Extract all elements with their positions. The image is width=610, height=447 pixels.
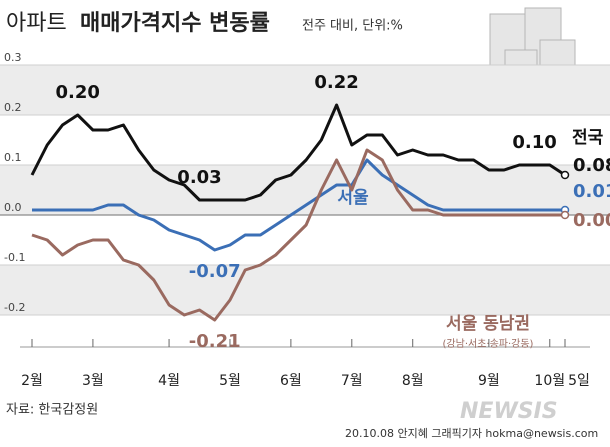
line-series bbox=[31, 148, 565, 322]
legend-label: 전국 bbox=[572, 128, 604, 148]
end-marker bbox=[560, 170, 570, 180]
value-label: 0.08 bbox=[573, 155, 610, 176]
line-series bbox=[32, 158, 565, 252]
chart-title-bold: 매매가격지수 변동률 bbox=[80, 11, 270, 36]
x-tick-label: 7월 bbox=[341, 373, 363, 389]
x-tick-label: 4월 bbox=[158, 373, 180, 389]
x-tick-label: 6월 bbox=[280, 373, 302, 389]
value-label: -0.21 bbox=[189, 331, 241, 352]
value-label: 0.00 bbox=[573, 210, 610, 231]
end-marker bbox=[560, 210, 570, 220]
value-label: -0.07 bbox=[189, 261, 241, 282]
y-tick-label: 0.3 bbox=[4, 51, 22, 64]
x-tick-label: 2월 bbox=[21, 373, 43, 389]
y-tick-label: -0.1 bbox=[4, 251, 25, 264]
watermark: NEWSIS bbox=[460, 399, 558, 424]
source: 자료: 한국감정원 bbox=[6, 403, 98, 418]
legend-note: (강남·서초·송파·강동) bbox=[443, 338, 534, 350]
value-label: 0.03 bbox=[177, 167, 221, 188]
value-label: 0.20 bbox=[55, 82, 99, 103]
x-tick-label: 8월 bbox=[402, 373, 424, 389]
x-tick-label: 5일 bbox=[568, 373, 590, 389]
value-label: 0.10 bbox=[512, 132, 556, 153]
legend-label: 서울 동남권 bbox=[446, 314, 530, 334]
x-tick-label: 9월 bbox=[478, 373, 500, 389]
value-label: 0.22 bbox=[314, 72, 358, 93]
x-tick-label: 3월 bbox=[82, 373, 104, 389]
credit: 20.10.08 안지혜 그래픽기자 hokma@newsis.com bbox=[345, 427, 598, 440]
grid-band bbox=[0, 265, 610, 315]
grid-band bbox=[0, 65, 610, 115]
chart-subtitle: 전주 대비, 단위:% bbox=[302, 19, 403, 34]
y-tick-label: 0.0 bbox=[4, 201, 22, 214]
x-tick-label: 5월 bbox=[219, 373, 241, 389]
plot: 0.3 0.2 0.1 0.0 -0.1 -0.2 2월 3월 4월 5월 6월 7월 8월 9월 10월 5… bbox=[0, 51, 610, 389]
y-tick-label: 0.1 bbox=[4, 151, 22, 164]
y-tick-label: 0.2 bbox=[4, 101, 22, 114]
value-label: 0.01 bbox=[573, 181, 610, 202]
chart-title: 아파트 bbox=[6, 11, 67, 36]
legend-label: 서울 bbox=[337, 188, 369, 208]
line-series bbox=[30, 103, 566, 202]
x-tick-label: 10월 bbox=[534, 373, 565, 389]
y-tick-label: -0.2 bbox=[4, 301, 25, 314]
